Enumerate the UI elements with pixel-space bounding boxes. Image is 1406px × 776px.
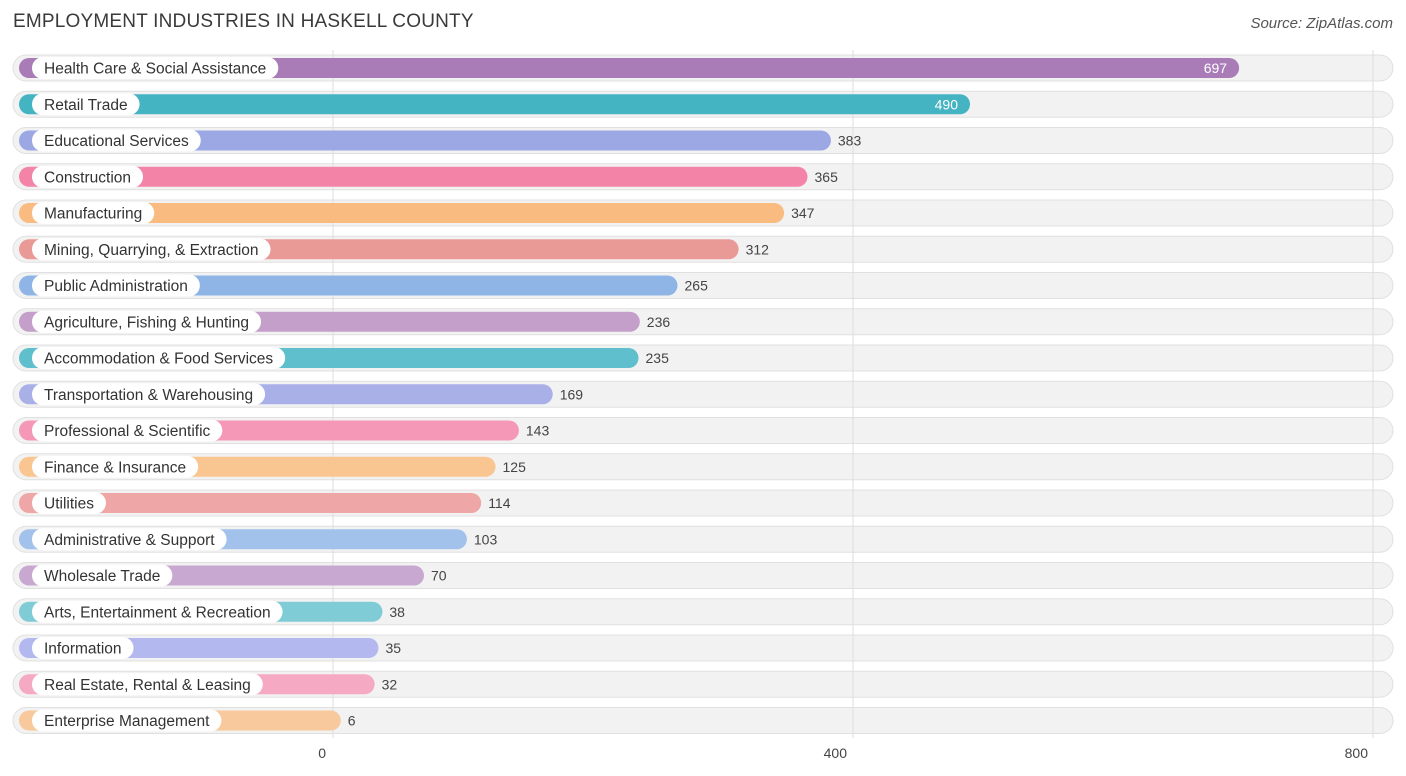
bar (19, 493, 482, 513)
value-label: 490 (935, 96, 959, 112)
bar-label-pill (32, 274, 200, 297)
bar-label: Administrative & Support (44, 532, 215, 549)
bar-label: Professional & Scientific (44, 423, 211, 440)
chart-title: EMPLOYMENT INDUSTRIES IN HASKELL COUNTY (13, 11, 474, 32)
value-label: 125 (503, 459, 527, 475)
bar-label-pill (32, 492, 106, 514)
value-label: 365 (815, 169, 839, 185)
bar (19, 94, 970, 115)
tick-label: 0 (318, 745, 326, 761)
value-label: 32 (382, 676, 398, 692)
bar-label-pill (32, 93, 140, 116)
bar-label: Arts, Entertainment & Recreation (44, 604, 271, 621)
bar-label: Health Care & Social Assistance (44, 61, 266, 78)
value-label: 114 (488, 495, 511, 511)
bar-label-pill (32, 57, 279, 79)
bar-label: Retail Trade (44, 97, 128, 114)
bar-label-pill (32, 564, 173, 587)
value-label: 70 (431, 568, 447, 584)
bar-label-pill (32, 528, 227, 551)
value-label: 347 (791, 205, 815, 221)
bar-label: Information (44, 641, 122, 658)
bar-label: Finance & Insurance (44, 459, 186, 476)
value-label: 103 (474, 531, 498, 547)
bar-label: Manufacturing (44, 206, 142, 223)
bar-label-pill (32, 347, 286, 369)
value-label: 35 (386, 640, 402, 656)
bar-label: Public Administration (44, 278, 188, 295)
value-label: 6 (348, 713, 356, 729)
value-label: 143 (526, 423, 550, 439)
bar-label-pill (32, 383, 266, 406)
bar-label: Utilities (44, 496, 94, 513)
value-label: 236 (647, 314, 671, 330)
bar-label-pill (32, 455, 199, 478)
bar-label-pill (32, 310, 262, 333)
bar-label-pill (32, 709, 222, 732)
bar-label-pill (32, 673, 263, 696)
bar-label: Transportation & Warehousing (44, 387, 253, 404)
chart-source: Source: ZipAtlas.com (1250, 15, 1393, 32)
bar-label: Agriculture, Fishing & Hunting (44, 314, 249, 331)
tick-label: 400 (824, 745, 848, 761)
value-label: 235 (646, 350, 670, 366)
bar-label: Educational Services (44, 133, 189, 150)
bar-label-pill (32, 600, 283, 623)
bar-label: Enterprise Management (44, 713, 210, 730)
bar-label: Construction (44, 169, 131, 186)
value-label: 265 (685, 278, 709, 294)
bar-label-pill (32, 238, 271, 261)
bar (19, 58, 1240, 78)
bar (19, 166, 808, 187)
bar (19, 130, 831, 151)
bar-label-pill (32, 637, 134, 659)
row-track (12, 707, 1394, 734)
value-label: 38 (389, 604, 405, 620)
bar-label-pill (32, 202, 155, 224)
bar-label: Accommodation & Food Services (44, 351, 273, 368)
value-label: 312 (746, 241, 770, 257)
bar-label: Wholesale Trade (44, 568, 160, 585)
bar-label-pill (32, 419, 223, 442)
bar-label: Mining, Quarrying, & Extraction (44, 242, 259, 259)
value-label: 697 (1204, 60, 1228, 76)
tick-label: 800 (1345, 745, 1369, 761)
bar-label: Real Estate, Rental & Leasing (44, 677, 251, 694)
bar-label-pill (32, 165, 144, 188)
bar (19, 203, 785, 223)
bar-label-pill (32, 129, 201, 152)
value-label: 169 (560, 386, 584, 402)
value-label: 383 (838, 133, 862, 149)
